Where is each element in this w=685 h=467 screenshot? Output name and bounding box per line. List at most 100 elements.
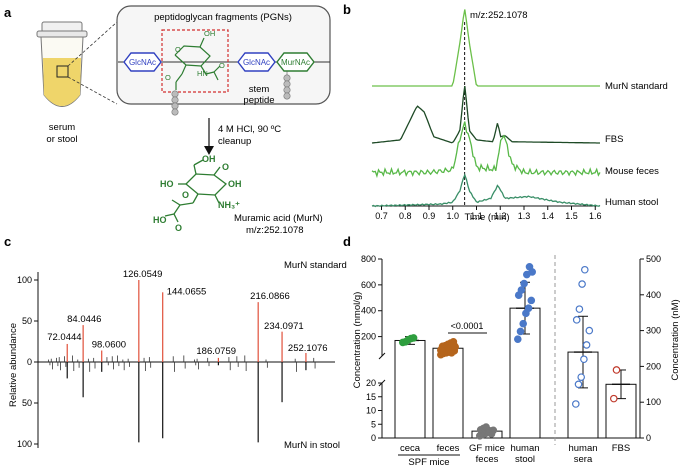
b-x-tick-label: 1.2 bbox=[494, 211, 507, 221]
d-y-tick-label-right: 100 bbox=[646, 397, 661, 407]
b-x-tick-label: 1.1 bbox=[470, 211, 483, 221]
b-trace-1 bbox=[371, 86, 600, 144]
c-y-tick-label: 0 bbox=[27, 357, 32, 367]
b-trace-label-2: Mouse feces bbox=[605, 166, 659, 177]
d-point bbox=[516, 327, 525, 336]
d-y-tick-label: 800 bbox=[361, 254, 376, 264]
pgn-box bbox=[116, 5, 331, 105]
svg-text:NH₃⁺: NH₃⁺ bbox=[218, 200, 240, 210]
d-ylabel-left: Concentration (nmol/g) bbox=[352, 292, 363, 389]
svg-text:HN: HN bbox=[197, 69, 208, 78]
d-spf-label: SPF mice bbox=[408, 457, 449, 467]
d-category-label: sera bbox=[574, 454, 593, 465]
msms-plot: 100 50 0 50 100 72.0444 84.0446 98.0600 126.0549… bbox=[17, 269, 335, 449]
sample-tube bbox=[36, 21, 118, 107]
d-y-tick-label-right: 200 bbox=[646, 361, 661, 371]
d-category-label: stool bbox=[515, 454, 535, 465]
sample-label: serum or stool bbox=[46, 122, 77, 145]
c-y-tick-label: 50 bbox=[22, 398, 32, 408]
d-point bbox=[528, 268, 537, 276]
d-point bbox=[578, 280, 586, 288]
d-point bbox=[577, 373, 586, 381]
d-category-label: feces bbox=[437, 443, 460, 454]
svg-text:O: O bbox=[219, 61, 225, 70]
d-ylabel-right: Concentration (nM) bbox=[670, 299, 681, 380]
c-y-tick-label: 100 bbox=[17, 439, 32, 449]
d-point bbox=[574, 380, 583, 389]
d-point bbox=[487, 430, 496, 438]
c-peak-label: 186.0759 bbox=[196, 346, 236, 357]
c-peak-label: 234.0971 bbox=[264, 321, 304, 332]
d-y-tick-label: 15 bbox=[366, 392, 376, 402]
d-y-tick-label: 0 bbox=[371, 433, 376, 443]
d-point bbox=[609, 394, 618, 403]
d-point bbox=[527, 296, 536, 305]
reaction-condition: 4 M HCl, 90 ºC bbox=[218, 124, 281, 135]
d-bar bbox=[394, 339, 426, 439]
stem-peptide-label: stem peptide bbox=[243, 84, 274, 106]
svg-text:HO: HO bbox=[160, 179, 174, 189]
c-peak-label: 252.1076 bbox=[288, 343, 328, 354]
d-point bbox=[571, 400, 580, 408]
muramic-acid-structure bbox=[164, 159, 227, 223]
svg-text:GlcNAc: GlcNAc bbox=[243, 58, 270, 67]
b-x-tick-label: 0.7 bbox=[375, 211, 388, 221]
svg-text:O: O bbox=[165, 73, 171, 82]
d-category-label: FBS bbox=[612, 443, 630, 454]
b-x-tick-label: 1.6 bbox=[589, 211, 602, 221]
d-y-tick-label: 200 bbox=[361, 332, 376, 342]
svg-text:OH: OH bbox=[202, 154, 216, 164]
panel-d-label: d bbox=[343, 234, 351, 249]
b-x-tick-label: 0.9 bbox=[423, 211, 436, 221]
d-point bbox=[519, 319, 528, 328]
b-trace-label-0: MurN standard bbox=[605, 81, 668, 92]
c-top-label: MurN standard bbox=[284, 260, 347, 271]
b-x-tick-label: 1.4 bbox=[541, 211, 554, 221]
svg-text:O: O bbox=[175, 223, 182, 233]
svg-text:OH: OH bbox=[204, 29, 215, 38]
d-point bbox=[612, 366, 621, 374]
c-y-tick-label: 50 bbox=[22, 316, 32, 326]
d-category-label: human bbox=[510, 443, 539, 454]
d-axis-break bbox=[378, 379, 386, 387]
pgn-title: peptidoglycan fragments (PGNs) bbox=[154, 12, 292, 23]
d-category-label: ceca bbox=[400, 443, 421, 454]
svg-text:GlcNAc: GlcNAc bbox=[129, 58, 156, 67]
muramic-highlight bbox=[161, 29, 229, 93]
b-trace-0 bbox=[372, 9, 600, 87]
svg-text:OH: OH bbox=[228, 179, 242, 189]
b-trace-2 bbox=[371, 121, 601, 179]
panel-a-label: a bbox=[4, 5, 12, 20]
d-point bbox=[450, 341, 459, 350]
svg-text:O: O bbox=[222, 162, 229, 172]
panel-c: c Relative abundance MurN standard MurN … bbox=[4, 234, 347, 451]
product-name: Muramic acid (MurN) bbox=[234, 213, 323, 224]
d-point bbox=[409, 334, 418, 342]
d-y-tick-label-right: 300 bbox=[646, 326, 661, 336]
panel-b: b m/z:252.1078 0.7 0.8 0.9 1.0 1.1 1.2 1.3 1.4 1… bbox=[343, 2, 668, 223]
d-point bbox=[437, 345, 446, 353]
d-bar bbox=[432, 347, 464, 439]
b-mz-label: m/z:252.1078 bbox=[470, 10, 528, 21]
d-category-label: human bbox=[568, 443, 597, 454]
c-y-tick-label: 100 bbox=[17, 275, 32, 285]
reaction-cleanup: cleanup bbox=[218, 136, 251, 147]
c-ylabel: Relative abundance bbox=[8, 323, 19, 407]
d-y-tick-label-right: 0 bbox=[646, 433, 651, 443]
b-trace-3 bbox=[371, 173, 601, 208]
murnac-structure bbox=[174, 37, 221, 90]
c-peak-label: 216.0866 bbox=[250, 291, 290, 302]
c-peak-label: 98.0600 bbox=[92, 340, 126, 351]
d-category-label: GF mice bbox=[469, 443, 505, 454]
d-point bbox=[524, 304, 533, 312]
c-peak-label: 126.0549 bbox=[123, 269, 163, 280]
d-y-tick-label: 10 bbox=[366, 406, 376, 416]
svg-text:O: O bbox=[175, 45, 181, 54]
d-point bbox=[517, 286, 526, 294]
panel-a: a serum or stool peptidoglycan fragments … bbox=[4, 5, 331, 236]
d-axis-break bbox=[378, 352, 386, 360]
c-bottom-label: MurN in stool bbox=[284, 440, 340, 451]
d-point bbox=[513, 335, 522, 343]
b-x-tick-label: 1.3 bbox=[518, 211, 531, 221]
d-point bbox=[580, 265, 589, 274]
